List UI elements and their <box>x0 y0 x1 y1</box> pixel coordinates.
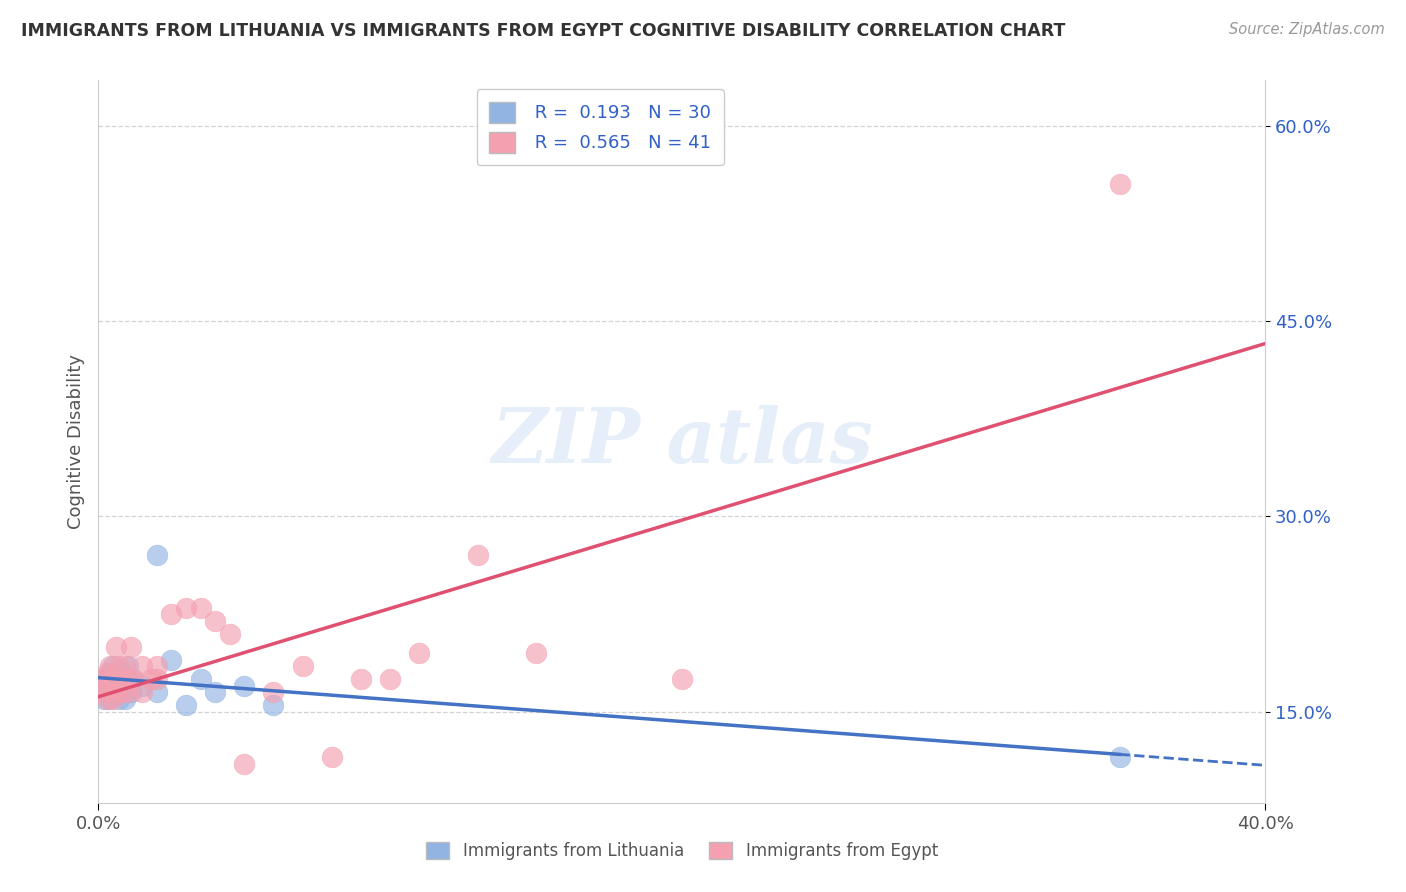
Point <box>131 659 153 673</box>
Point <box>104 685 127 699</box>
Point <box>101 679 124 693</box>
Point <box>146 685 169 699</box>
Point <box>101 691 124 706</box>
Point <box>93 685 115 699</box>
Point <box>117 685 139 699</box>
Point <box>93 672 115 686</box>
Point <box>233 679 256 693</box>
Point <box>117 659 139 673</box>
Point <box>122 672 145 686</box>
Point <box>114 659 136 673</box>
Point <box>524 646 547 660</box>
Point <box>111 665 134 680</box>
Point <box>101 659 124 673</box>
Point <box>321 750 343 764</box>
Point <box>104 640 127 654</box>
Point <box>108 659 131 673</box>
Point <box>104 685 127 699</box>
Point <box>139 672 162 686</box>
Point <box>233 756 256 771</box>
Point <box>98 659 121 673</box>
Point <box>120 685 142 699</box>
Point <box>111 685 134 699</box>
Point <box>262 698 284 713</box>
Point <box>204 614 226 628</box>
Point <box>93 679 115 693</box>
Point <box>111 679 134 693</box>
Point <box>117 672 139 686</box>
Point <box>146 549 169 563</box>
Point <box>350 672 373 686</box>
Point <box>262 685 284 699</box>
Text: Source: ZipAtlas.com: Source: ZipAtlas.com <box>1229 22 1385 37</box>
Point <box>190 600 212 615</box>
Point <box>204 685 226 699</box>
Legend: Immigrants from Lithuania, Immigrants from Egypt: Immigrants from Lithuania, Immigrants fr… <box>419 835 945 867</box>
Point <box>131 679 153 693</box>
Point <box>96 691 118 706</box>
Point <box>108 672 131 686</box>
Point <box>174 600 197 615</box>
Point <box>146 659 169 673</box>
Point <box>98 665 121 680</box>
Point <box>160 607 183 621</box>
Point <box>98 672 121 686</box>
Point <box>120 640 142 654</box>
Point <box>174 698 197 713</box>
Point <box>90 679 112 693</box>
Y-axis label: Cognitive Disability: Cognitive Disability <box>66 354 84 529</box>
Point <box>122 672 145 686</box>
Point <box>93 691 115 706</box>
Point <box>1108 750 1130 764</box>
Text: IMMIGRANTS FROM LITHUANIA VS IMMIGRANTS FROM EGYPT COGNITIVE DISABILITY CORRELAT: IMMIGRANTS FROM LITHUANIA VS IMMIGRANTS … <box>21 22 1066 40</box>
Point <box>90 672 112 686</box>
Point <box>96 685 118 699</box>
Point <box>146 672 169 686</box>
Point <box>291 659 314 673</box>
Point <box>101 672 124 686</box>
Point <box>114 691 136 706</box>
Point <box>108 691 131 706</box>
Point <box>131 685 153 699</box>
Text: ZIP atlas: ZIP atlas <box>491 405 873 478</box>
Point <box>380 672 402 686</box>
Point <box>111 672 134 686</box>
Point <box>671 672 693 686</box>
Point <box>117 672 139 686</box>
Point <box>98 691 121 706</box>
Point <box>467 549 489 563</box>
Point <box>160 652 183 666</box>
Point <box>218 626 240 640</box>
Point <box>190 672 212 686</box>
Point <box>96 665 118 680</box>
Point <box>408 646 430 660</box>
Point <box>104 672 127 686</box>
Point <box>108 672 131 686</box>
Point <box>1108 178 1130 192</box>
Point <box>96 672 118 686</box>
